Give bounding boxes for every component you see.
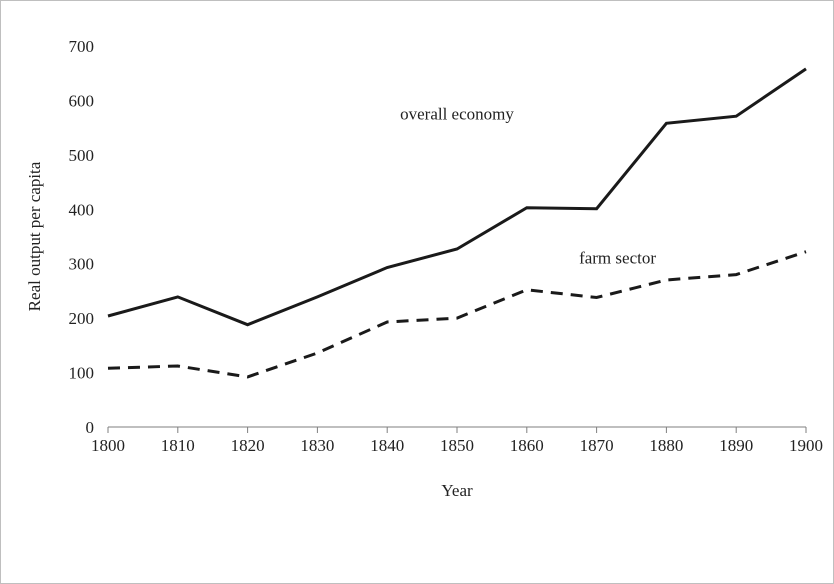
y-tick-label: 100: [69, 364, 95, 383]
y-tick-label: 0: [86, 418, 95, 437]
y-tick-label: 200: [69, 309, 95, 328]
y-tick-label: 700: [69, 37, 95, 56]
y-tick-label: 600: [69, 91, 95, 110]
x-tick-label: 1850: [440, 436, 474, 455]
x-axis-title: Year: [441, 481, 473, 500]
x-tick-label: 1810: [161, 436, 195, 455]
farm-sector-label: farm sector: [579, 249, 656, 268]
annotations: overall economy farm sector: [400, 104, 656, 267]
x-tick-label: 1900: [789, 436, 823, 455]
overall-economy-label: overall economy: [400, 104, 514, 123]
x-tick-label: 1880: [649, 436, 683, 455]
x-tick-label: 1800: [91, 436, 125, 455]
x-tick-label: 1840: [370, 436, 404, 455]
x-tick-label: 1890: [719, 436, 753, 455]
x-tick-label: 1820: [231, 436, 265, 455]
x-tick-labels: 1800 1810 1820 1830 1840 1850 1860 1870 1880 1890…: [91, 436, 823, 455]
overall-economy-line: [107, 67, 807, 327]
series-lines: [107, 67, 807, 379]
farm-sector-line: [107, 250, 807, 379]
x-tick-label: 1830: [300, 436, 334, 455]
y-tick-label: 500: [69, 146, 95, 165]
y-tick-label: 400: [69, 200, 95, 219]
y-tick-label: 300: [69, 255, 95, 274]
x-tick-label: 1860: [510, 436, 544, 455]
y-axis-title: Real output per capita: [25, 161, 44, 311]
x-tick-marks: [107, 427, 807, 433]
x-tick-label: 1870: [580, 436, 614, 455]
y-tick-labels: 0 100 200 300 400 500 600 700: [69, 37, 95, 437]
